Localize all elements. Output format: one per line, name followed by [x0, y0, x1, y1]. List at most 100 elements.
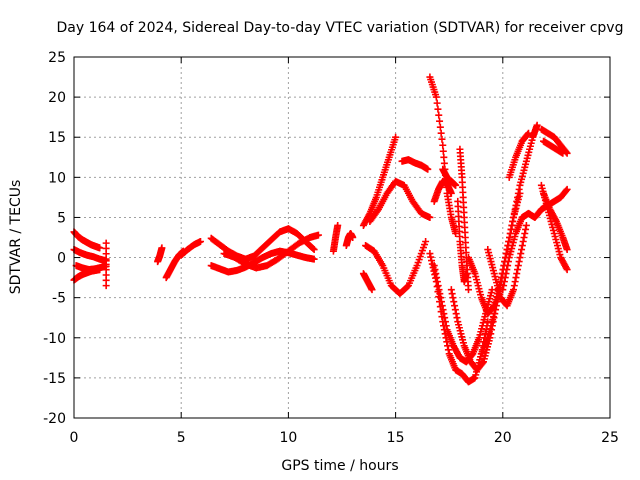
data-point — [488, 286, 496, 294]
series-arc-17 — [366, 177, 434, 225]
data-point — [447, 189, 455, 197]
data-point — [521, 229, 529, 237]
data-point — [518, 246, 526, 254]
data-point — [427, 253, 435, 261]
data-point — [403, 283, 411, 291]
data-point — [431, 266, 439, 274]
data-point — [507, 225, 515, 233]
series-arc-25 — [430, 262, 496, 366]
series-arc-29 — [484, 221, 530, 310]
y-tick-label: 25 — [48, 50, 66, 66]
x-axis-label: GPS time / hours — [281, 458, 398, 474]
series-arc-21 — [439, 165, 460, 189]
data-point — [444, 342, 452, 350]
data-point — [509, 217, 517, 225]
x-tick-label: 15 — [387, 430, 405, 446]
data-point — [512, 274, 520, 282]
data-point — [519, 238, 527, 246]
y-tick-label: -15 — [43, 371, 66, 387]
data-point — [435, 111, 443, 119]
data-point — [502, 270, 510, 278]
data-point — [505, 238, 513, 246]
series-arc-34 — [540, 189, 571, 254]
data-point — [522, 225, 530, 233]
series-arc-23 — [456, 145, 472, 294]
data-point — [562, 186, 570, 194]
y-tick-label: 15 — [48, 130, 66, 146]
data-point — [440, 159, 448, 167]
data-point — [452, 181, 460, 189]
data-point — [524, 130, 532, 138]
data-point — [158, 244, 166, 252]
data-point — [444, 346, 452, 354]
data-point — [559, 149, 567, 157]
data-point — [436, 117, 444, 125]
data-point — [437, 294, 445, 302]
data-point — [490, 310, 498, 318]
series-arc-11 — [220, 231, 322, 272]
data-point — [451, 302, 459, 310]
data-point — [479, 359, 487, 367]
data-point — [563, 266, 571, 274]
data-point — [515, 258, 523, 266]
data-point — [514, 266, 522, 274]
series-arc-22 — [454, 197, 470, 286]
data-point — [368, 286, 376, 294]
data-point — [334, 221, 342, 229]
data-point — [563, 185, 571, 193]
data-point — [426, 250, 434, 258]
data-point — [464, 286, 472, 294]
data-point — [518, 242, 526, 250]
y-axis-label: SDTVAR / TECUs — [8, 180, 24, 295]
y-tick-label: -20 — [43, 411, 66, 427]
data-point — [102, 282, 110, 290]
data-point — [436, 123, 444, 131]
y-tick-label: -5 — [52, 291, 66, 307]
ticks-layer: 0 5 10 15 20 25 -20 -15 -10 -5 0 5 10 15 20 25 — [43, 50, 619, 446]
data-point — [392, 133, 400, 141]
series-arc-19 — [426, 73, 460, 237]
data-point — [433, 278, 441, 286]
data-point — [510, 286, 518, 294]
data-point — [438, 135, 446, 143]
data-point — [451, 306, 459, 314]
data-point — [452, 229, 460, 237]
data-point — [430, 262, 438, 270]
data-point — [435, 286, 443, 294]
data-point — [511, 278, 519, 286]
marks-layer — [70, 73, 571, 386]
series-arc-03 — [70, 246, 110, 265]
data-point — [513, 270, 521, 278]
x-tick-label: 25 — [601, 430, 619, 446]
y-tick-label: -10 — [43, 331, 66, 347]
data-point — [516, 254, 524, 262]
y-tick-label: 20 — [48, 90, 66, 106]
data-point — [437, 129, 445, 137]
data-point — [508, 221, 516, 229]
series-arc-15 — [359, 270, 376, 294]
data-point — [439, 147, 447, 155]
x-tick-label: 5 — [177, 430, 186, 446]
data-point — [449, 294, 457, 302]
y-tick-label: 0 — [57, 251, 66, 267]
data-point — [452, 310, 460, 318]
series-arc-01 — [70, 228, 104, 252]
plot-frame — [73, 56, 611, 419]
x-tick-label: 20 — [494, 430, 512, 446]
series-arc-18 — [398, 156, 432, 173]
data-point — [310, 246, 318, 254]
data-point — [310, 255, 318, 263]
data-point — [504, 262, 512, 270]
series-arc-06 — [154, 244, 166, 266]
data-point — [453, 314, 461, 322]
data-point — [448, 290, 456, 298]
y-tick-label: 10 — [48, 170, 66, 186]
data-point — [517, 250, 525, 258]
y-tick-label: 5 — [57, 210, 66, 226]
data-point — [520, 234, 528, 241]
series-arc-04 — [72, 262, 110, 274]
data-point — [450, 298, 458, 306]
data-point — [442, 322, 450, 330]
